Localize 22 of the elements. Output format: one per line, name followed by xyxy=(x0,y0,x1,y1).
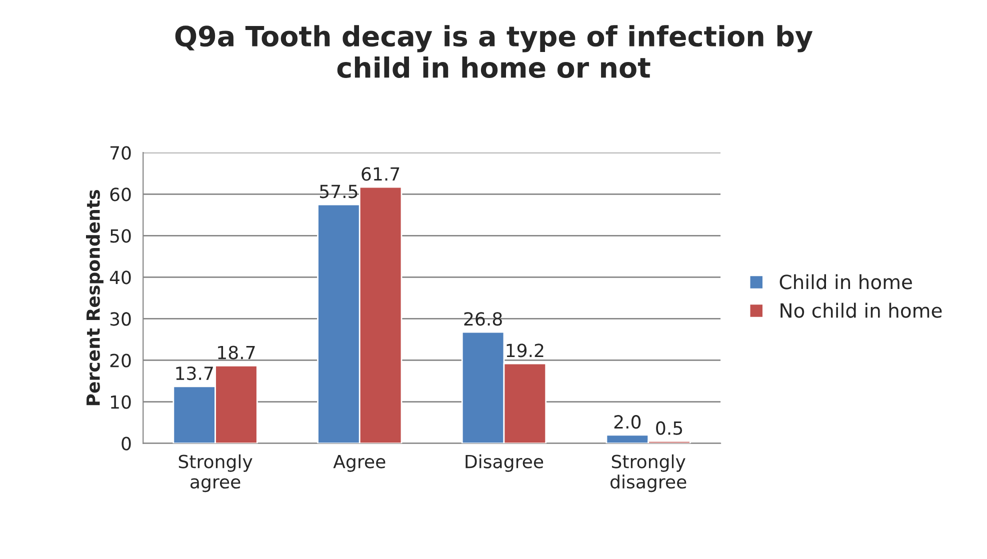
legend-label: Child in home xyxy=(780,274,912,290)
chart-title: Q9a Tooth decay is a type of infection by child in home or not xyxy=(175,25,813,78)
data-label: 61.7 xyxy=(362,167,400,181)
y-tick-label: 50 xyxy=(110,229,131,243)
y-tick-label: 40 xyxy=(110,270,131,284)
x-tick-label: Strongly disagree xyxy=(610,454,686,492)
y-tick-label: 20 xyxy=(110,354,131,368)
x-tick-label: Disagree xyxy=(466,454,544,472)
y-tick-label: 60 xyxy=(110,188,131,202)
y-tick-label: 30 xyxy=(110,312,131,326)
data-label: 19.2 xyxy=(506,344,544,358)
y-tick-label: 70 xyxy=(110,146,131,160)
data-label: 18.7 xyxy=(218,346,255,360)
y-axis-title: Percent Respondents xyxy=(86,190,104,406)
x-tick-label: Agree xyxy=(333,454,386,472)
x-tick-label: Strongly agree xyxy=(178,454,252,492)
data-label: 2.0 xyxy=(614,415,641,429)
y-tick-label: 0 xyxy=(122,436,131,450)
data-label: 0.5 xyxy=(656,421,682,435)
data-label: 13.7 xyxy=(176,366,213,380)
legend-label: No child in home xyxy=(780,302,942,318)
y-tick-label: 10 xyxy=(111,395,131,409)
